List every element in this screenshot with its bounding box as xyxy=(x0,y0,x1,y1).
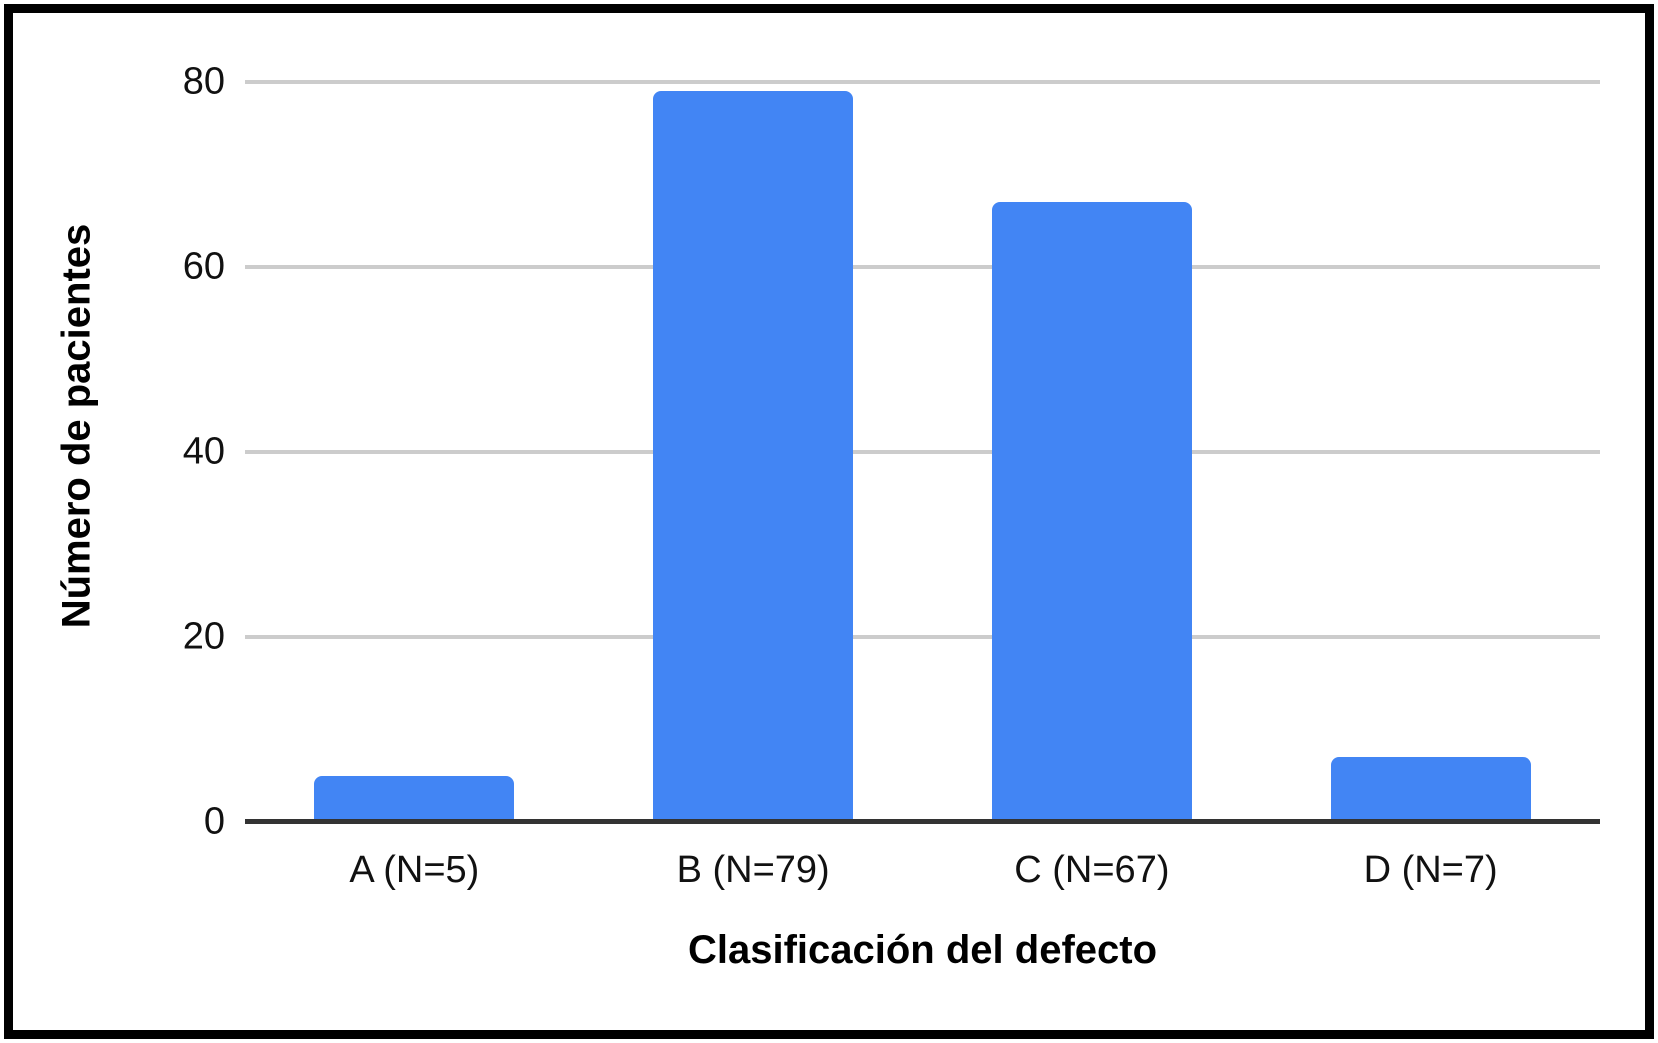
y-tick-label: 60 xyxy=(182,245,225,288)
x-category-label: C (N=67) xyxy=(1014,849,1170,891)
x-category-label: D (N=7) xyxy=(1363,849,1498,891)
bar-D (N=7) xyxy=(1330,757,1531,822)
bar-A (N=5) xyxy=(314,775,515,822)
y-tick-label: 40 xyxy=(182,430,225,473)
gridline xyxy=(245,449,1600,454)
gridline xyxy=(245,79,1600,84)
x-category-label: B (N=79) xyxy=(676,849,830,891)
x-category-label: A (N=5) xyxy=(349,849,480,891)
x-axis-baseline xyxy=(245,819,1600,824)
gridline xyxy=(245,264,1600,269)
x-axis-category-labels: A (N=5) B (N=79) C (N=67) D (N=7) xyxy=(245,849,1600,892)
bar-band xyxy=(923,30,1262,822)
y-tick-label: 80 xyxy=(182,60,225,103)
y-tick-label: 20 xyxy=(182,615,225,658)
gridline xyxy=(245,634,1600,639)
y-axis-tick-labels: 0 20 40 60 80 xyxy=(13,30,225,842)
chart-frame: Número de pacientes 0 20 40 60 80 A (N=5) B (… xyxy=(4,4,1654,1039)
bar-series xyxy=(245,30,1600,822)
bar-B (N=79) xyxy=(653,91,854,822)
bar-band xyxy=(1261,30,1600,822)
bar-C (N=67) xyxy=(991,202,1192,822)
plot-area xyxy=(245,30,1600,824)
bar-band xyxy=(584,30,923,822)
bar-band xyxy=(245,30,584,822)
x-axis-title: Clasificación del defecto xyxy=(687,928,1158,972)
y-tick-label: 0 xyxy=(203,800,225,843)
